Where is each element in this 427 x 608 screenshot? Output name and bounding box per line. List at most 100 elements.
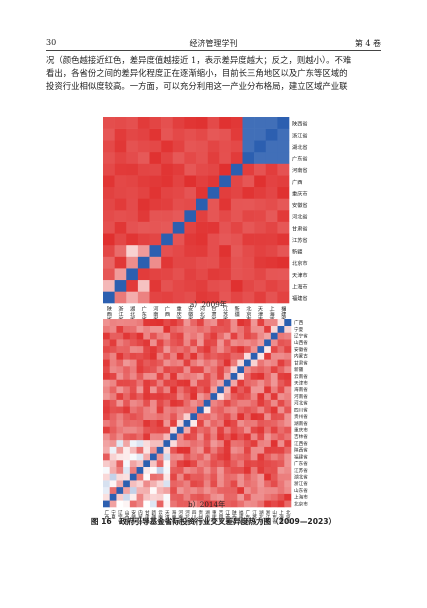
heatmap-cell	[230, 117, 243, 129]
heatmap-cell	[250, 413, 258, 421]
heatmap-cell	[176, 372, 184, 380]
heatmap-cell	[203, 439, 211, 447]
heatmap-cell	[150, 339, 158, 347]
heatmap-cell	[237, 480, 245, 488]
heatmap-cell	[264, 473, 272, 481]
heatmap-cell	[244, 473, 252, 481]
heatmap-cell	[277, 339, 285, 347]
heatmap-cell	[277, 163, 290, 176]
heatmap-cell	[190, 379, 198, 387]
heatmap-cell	[136, 359, 144, 367]
heatmap-cell	[210, 386, 218, 394]
heatmap-cell	[156, 325, 164, 333]
heatmap-cell	[203, 339, 211, 347]
heatmap-cell	[190, 473, 198, 481]
heatmap-cell	[190, 460, 198, 468]
heatmap-cell	[219, 256, 232, 269]
heatmap-cell	[284, 399, 292, 407]
heatmap-cell	[210, 486, 218, 494]
heatmap-cell	[103, 256, 115, 269]
heatmap-cell	[172, 151, 185, 164]
heatmap-cell	[172, 117, 185, 129]
heatmap-cell	[277, 244, 290, 257]
heatmap-cell	[109, 453, 117, 461]
heatmap-cell	[184, 128, 197, 141]
heatmap-cell	[219, 163, 232, 176]
heatmap-cell	[176, 419, 184, 427]
heatmap-cell	[203, 453, 211, 461]
heatmap-cell	[237, 426, 245, 434]
heatmap-cell	[172, 291, 185, 304]
heatmap-cell	[150, 480, 158, 488]
heatmap-cell	[257, 439, 265, 447]
heatmap-cell	[270, 486, 278, 494]
heatmap-cell	[210, 406, 218, 414]
heatmap-cell	[123, 493, 131, 501]
heatmap-cell	[103, 244, 115, 257]
heatmap-cell	[257, 332, 265, 340]
heatmap-cell	[277, 256, 290, 269]
heatmap-cell	[250, 480, 258, 488]
column-label: 四川省	[191, 510, 196, 525]
row-label: 海南省	[294, 386, 308, 393]
heatmap-cell	[277, 233, 290, 246]
heatmap-cell	[264, 460, 272, 468]
heatmap-cell	[161, 221, 174, 234]
heatmap-cell	[114, 117, 127, 129]
heatmap-cell	[244, 366, 252, 374]
heatmap-cell	[161, 151, 174, 164]
heatmap-cell	[137, 210, 150, 222]
heatmap-cell	[103, 359, 111, 367]
heatmap-cell	[170, 473, 178, 481]
heatmap-cell	[123, 325, 131, 333]
heatmap-cell	[170, 332, 178, 340]
heatmap-cell	[149, 268, 162, 281]
heatmap-cell	[136, 446, 144, 454]
row-label: 贵州省	[294, 413, 308, 420]
heatmap-cell	[190, 439, 198, 447]
heatmap-cell	[196, 244, 208, 257]
heatmap-cell	[210, 352, 218, 360]
heatmap-cell	[123, 366, 131, 374]
heatmap-cell	[183, 372, 191, 380]
heatmap-cell	[196, 210, 208, 222]
heatmap-cell	[170, 413, 178, 421]
heatmap-cell	[103, 345, 111, 353]
heatmap-cell	[265, 163, 278, 176]
heatmap-cell	[150, 392, 158, 400]
heatmap-cell	[242, 279, 255, 292]
heatmap-cell	[230, 221, 243, 234]
heatmap-cell	[284, 406, 292, 414]
heatmap-cell	[183, 366, 191, 374]
heatmap-cell	[257, 433, 265, 441]
heatmap-cell	[116, 399, 124, 407]
heatmap-cell	[230, 372, 238, 380]
heatmap-cell	[197, 359, 205, 367]
column-label: 重庆市	[211, 509, 216, 525]
heatmap-cell	[129, 372, 137, 380]
row-label: 天津市	[294, 379, 308, 386]
heatmap-cell	[277, 426, 285, 434]
heatmap-cell	[123, 345, 131, 353]
heatmap-cell	[223, 319, 231, 327]
heatmap-cell	[223, 406, 231, 414]
heatmap-cell	[176, 460, 184, 468]
heatmap-cell	[116, 366, 124, 374]
heatmap-cell	[163, 419, 171, 427]
heatmap-cell	[264, 339, 272, 347]
heatmap-cell	[230, 244, 243, 257]
heatmap-cell	[103, 233, 115, 246]
heatmap-cell	[143, 433, 151, 441]
column-label: 广东省	[245, 509, 250, 525]
heatmap-cell	[242, 151, 255, 164]
heatmap-cell	[150, 413, 158, 421]
heatmap-cell	[217, 379, 225, 387]
heatmap-cell	[143, 332, 151, 340]
row-label: 广东省	[292, 155, 308, 163]
heatmap-cell	[156, 493, 164, 501]
heatmap-cell	[190, 413, 198, 421]
heatmap-cell	[284, 439, 292, 447]
heatmap-cell	[109, 339, 117, 347]
heatmap-cell	[183, 426, 191, 434]
heatmap-cell	[190, 466, 198, 474]
